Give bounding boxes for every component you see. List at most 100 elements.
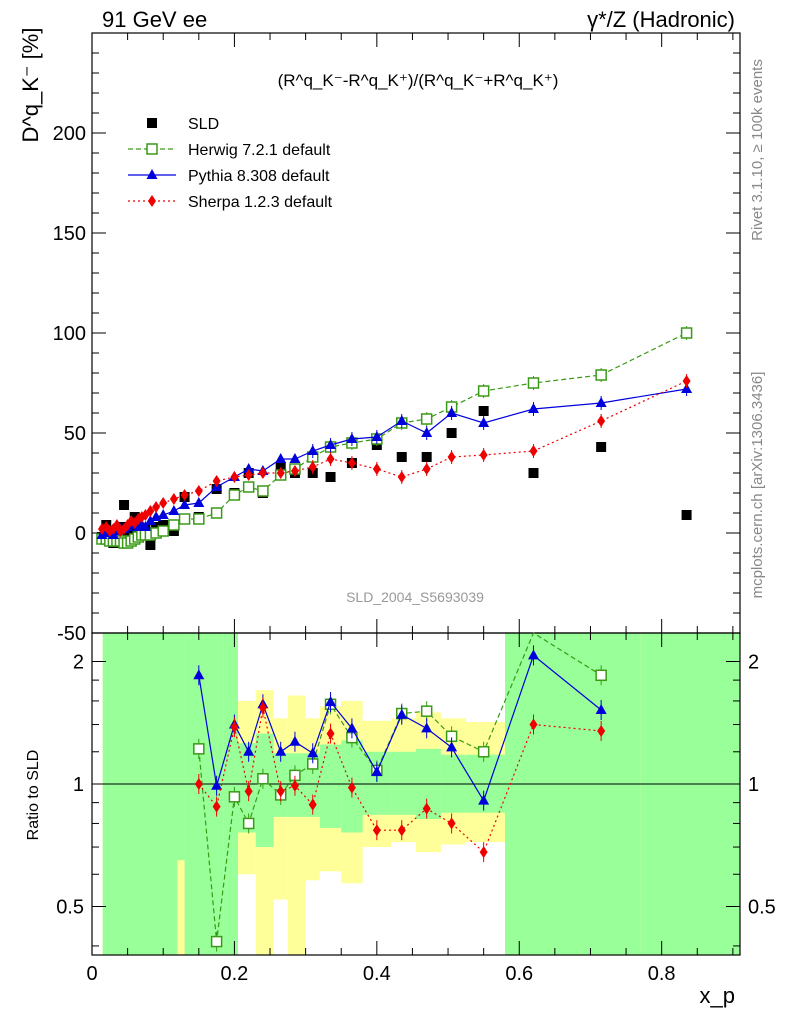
data-point [597, 415, 606, 427]
ratio-point [346, 722, 358, 733]
ratio-y-tick-label-right: 1 [748, 774, 759, 796]
data-point [477, 385, 490, 397]
data-point [120, 523, 129, 535]
data-point [139, 521, 151, 531]
data-point [421, 427, 433, 437]
y-tick-label: 100 [53, 323, 86, 345]
data-point [528, 468, 539, 478]
legend-label: Sherpa 1.2.3 default [188, 194, 333, 211]
data-point [145, 540, 156, 550]
ratio-point [529, 718, 538, 731]
data-point [158, 520, 169, 530]
band-inner-bin [177, 633, 185, 861]
data-point [289, 453, 301, 463]
band-inner-bin [205, 633, 224, 955]
ratio-point [397, 824, 406, 837]
data-point [446, 428, 457, 438]
data-point [325, 472, 336, 482]
ratio-point [243, 745, 255, 756]
legend-label: Pythia 8.308 default [188, 168, 330, 185]
data-point [447, 451, 456, 463]
data-point [290, 465, 299, 477]
data-point [372, 463, 381, 475]
band-inner-bin [255, 733, 274, 848]
data-point [421, 452, 432, 462]
ratio-point [446, 741, 458, 752]
ratio-point [289, 735, 301, 746]
x-axis-label: x_p [700, 983, 735, 1008]
data-point [527, 377, 540, 389]
ratio-point [597, 724, 606, 737]
ratio-point [372, 824, 381, 837]
data-point [157, 525, 169, 537]
data-point [244, 469, 253, 481]
data-point [595, 397, 607, 407]
ratio-point [290, 779, 299, 792]
ratio-y-tick-label: 2 [73, 652, 84, 674]
ratio-y-tick-label-right: 2 [748, 652, 759, 674]
ratio-y-tick-label: 1 [73, 774, 84, 796]
data-point [276, 467, 285, 479]
y-tick-label: 0 [75, 523, 86, 545]
ratio-point [595, 669, 607, 682]
ratio-point [244, 785, 253, 798]
ratio-point [325, 696, 337, 707]
data-point [168, 505, 180, 515]
band-outer-bin [287, 695, 306, 955]
data-point [397, 471, 406, 483]
data-point [159, 497, 168, 509]
legend-label: Herwig 7.2.1 default [188, 142, 331, 159]
data-point [422, 463, 431, 475]
main-axis-ticks: -50 0 50 100 150 200 0 0.2 0.4 0.6 0.8 [53, 33, 740, 985]
data-point [230, 471, 239, 483]
data-point [228, 489, 241, 501]
ratio-point [447, 817, 456, 830]
data-point [179, 499, 191, 509]
legend-marker [147, 118, 157, 128]
band-inner-bin [505, 633, 566, 955]
ratio-point [194, 777, 203, 790]
data-point [308, 461, 317, 473]
ratio-point [275, 745, 287, 756]
ratio-point [595, 704, 607, 715]
data-point [212, 475, 221, 487]
ratio-point [228, 791, 241, 803]
band-inner-bin [102, 633, 178, 955]
y-tick-label: 200 [53, 123, 86, 145]
data-point [420, 413, 433, 425]
ratio-point [421, 722, 433, 733]
data-point [681, 510, 692, 520]
data-point [146, 505, 155, 517]
ratio-point [422, 802, 431, 815]
data-point [275, 453, 287, 463]
observable-formula: (R^q_K⁻-R^q_K⁺)/(R^q_K⁻+R^q_K⁺) [278, 71, 559, 90]
legend-marker [146, 143, 158, 155]
main-y-axis-label: D^q_K⁻ [%] [18, 28, 43, 143]
data-point [680, 327, 693, 339]
ratio-point [396, 708, 408, 719]
data-point [168, 526, 179, 536]
legend-label: SLD [188, 116, 219, 133]
ratio-point [307, 747, 319, 758]
data-point [347, 457, 356, 469]
main-series-layer [96, 326, 693, 550]
ratio-uncertainty-band-inner [102, 633, 740, 955]
y-tick-label: 150 [53, 223, 86, 245]
data-point [682, 375, 691, 387]
ratio-point [478, 794, 490, 805]
ratio-plot-frame [91, 632, 741, 956]
x-tick-label: 0.8 [648, 963, 676, 985]
ratio-point [326, 727, 335, 740]
analysis-watermark: SLD_2004_S5693039 [346, 589, 484, 605]
data-point [242, 481, 255, 493]
data-point [257, 485, 269, 497]
ratio-point [211, 779, 223, 790]
data-point [446, 407, 458, 417]
y-tick-label: -50 [57, 623, 86, 645]
data-point [122, 530, 133, 540]
band-inner-bin [184, 633, 206, 955]
data-point [396, 452, 407, 462]
data-point [596, 442, 607, 452]
rivet-version-label: Rivet 3.1.10, ≥ 100k events [749, 59, 766, 241]
